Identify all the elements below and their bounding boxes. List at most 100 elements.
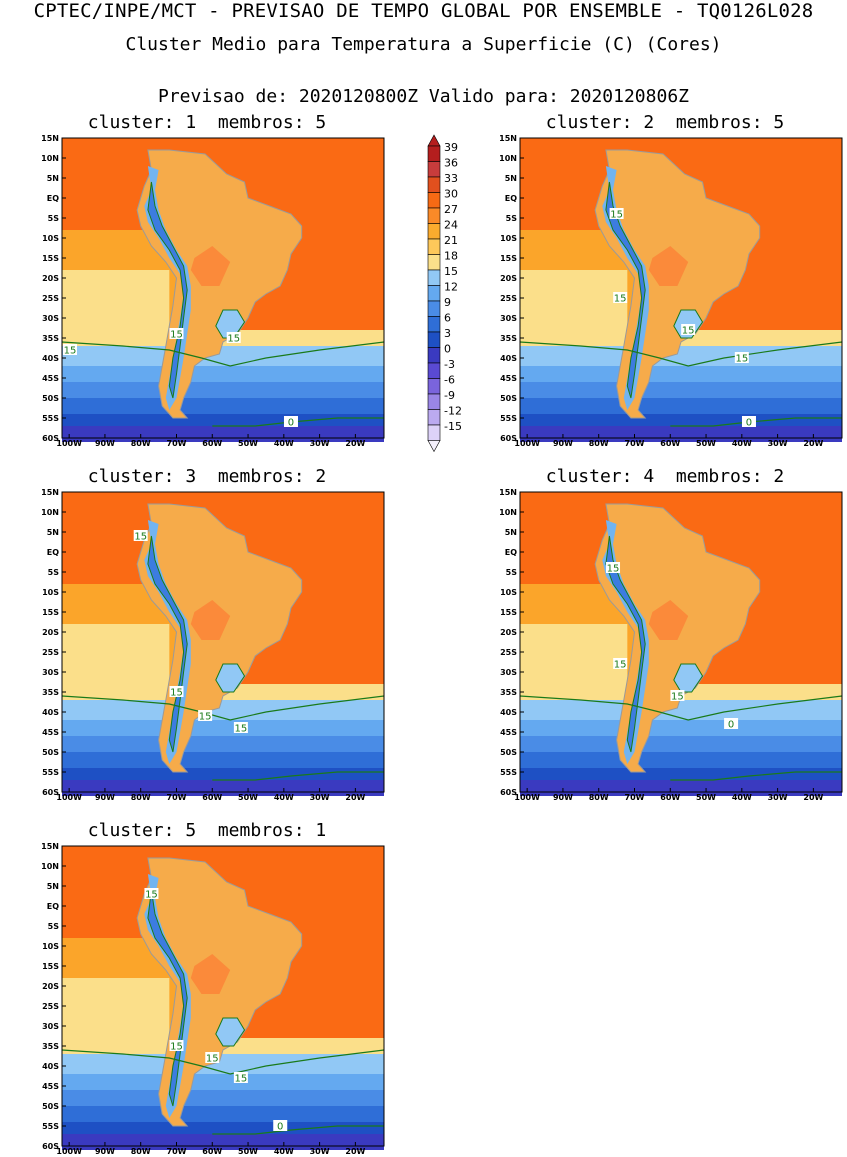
ocean-cold-band-1	[62, 1054, 384, 1074]
lon-label: 100W	[56, 439, 82, 448]
panel-title-3: cluster: 3 membros: 2	[87, 466, 327, 487]
main-title: CPTEC/INPE/MCT - PREVISAO DE TEMPO GLOBA…	[33, 0, 814, 22]
contour-label-text: 15	[199, 712, 212, 723]
colorbar-label--15: -15	[444, 420, 462, 433]
contour-label-box	[169, 1040, 184, 1051]
colorbar-swatch-12	[427, 285, 441, 302]
ocean-cold-band-3	[520, 382, 842, 398]
lat-label: 10S	[500, 234, 517, 243]
contour-label-box	[283, 416, 298, 427]
ocean-cold-band-4	[520, 398, 842, 414]
contour-label-box	[681, 324, 696, 335]
lon-label: 50W	[238, 439, 258, 448]
lat-label: 30S	[42, 1022, 59, 1031]
contour-label-text: 15	[145, 890, 158, 901]
panel-title-1: cluster: 1 membros: 5	[87, 112, 327, 133]
lat-label: 60S	[500, 788, 517, 797]
contour-label-box	[670, 690, 685, 701]
lat-label: 45S	[42, 1082, 59, 1091]
ocean-cold-band-3	[62, 1090, 384, 1106]
colorbar-swatch--9	[427, 393, 441, 410]
contour-label-box	[609, 208, 624, 219]
lat-label: 60S	[42, 1142, 59, 1151]
lon-label: 70W	[625, 793, 645, 802]
lat-label: 15N	[41, 134, 59, 143]
lat-label: EQ	[47, 194, 59, 203]
lon-label: 20W	[803, 439, 823, 448]
contour-label-box	[63, 344, 77, 355]
contour-label-text: 15	[614, 294, 627, 305]
contour-label-box	[724, 718, 739, 729]
ocean-cold-band-1	[520, 346, 842, 366]
contour-label-text: 15	[614, 660, 627, 671]
lon-label: 80W	[589, 793, 609, 802]
ocean-cold-band-1	[62, 700, 384, 720]
contour-label-text: 15	[206, 1054, 219, 1065]
colorbar-swatch-21	[427, 238, 441, 255]
colorbar-label--9: -9	[444, 389, 455, 402]
ocean-cold-band-5	[62, 414, 384, 426]
colorbar-swatch--6	[427, 378, 441, 395]
map-panel-cluster-1: 15 15 15 0 15N 10N 5N EQ 5S 10S 15S 20S 25S 30S 35S 40S…	[41, 134, 385, 448]
lat-label: 20S	[500, 628, 517, 637]
lon-label: 30W	[768, 439, 788, 448]
lat-label: 15N	[499, 488, 517, 497]
contour-label-text: 0	[728, 720, 734, 731]
lat-label: 45S	[500, 728, 517, 737]
colorbar-label-24: 24	[444, 219, 458, 232]
lat-label: 20S	[500, 274, 517, 283]
lon-label: 20W	[803, 793, 823, 802]
lat-label: 20S	[42, 274, 59, 283]
contour-label-box	[606, 562, 621, 573]
lon-label: 100W	[514, 793, 540, 802]
hot-spot-region	[648, 600, 689, 640]
contour-label-text: 15	[735, 354, 748, 365]
colorbar-swatch--12	[427, 409, 441, 426]
lon-label: 40W	[274, 439, 294, 448]
lat-label: 5S	[48, 922, 60, 931]
lat-label: 5N	[505, 528, 517, 537]
lat-label: 30S	[500, 314, 517, 323]
subtitle: Cluster Medio para Temperatura a Superfi…	[125, 34, 722, 55]
panel-title-4: cluster: 4 membros: 2	[545, 466, 785, 487]
lat-label: 30S	[42, 668, 59, 677]
lat-label: 55S	[42, 768, 59, 777]
contour-label-0-4: 0	[283, 416, 298, 429]
colorbar-label-9: 9	[444, 296, 451, 309]
andes-cold-core	[147, 535, 188, 753]
colorbar-swatch-33	[427, 176, 441, 193]
contour-label-15-4: 15	[233, 722, 248, 735]
colorbar-label-12: 12	[444, 281, 458, 294]
lat-label: 10S	[500, 588, 517, 597]
colorbar-label-33: 33	[444, 172, 458, 185]
lon-label: 30W	[310, 439, 330, 448]
lat-label: 15S	[500, 254, 517, 263]
lat-label: 5S	[48, 568, 60, 577]
lat-label: 15S	[500, 608, 517, 617]
lat-label: EQ	[47, 548, 59, 557]
lat-label: 5S	[506, 568, 518, 577]
lat-label: 15S	[42, 254, 59, 263]
contour-label-15-2: 15	[613, 292, 628, 305]
lat-label: 30S	[500, 668, 517, 677]
contour-label-text: 0	[746, 418, 752, 429]
lat-label: 10N	[499, 154, 517, 163]
lat-label: 35S	[42, 688, 59, 697]
contour-label-15-2: 15	[63, 344, 77, 357]
ocean-cold-band-4	[62, 1106, 384, 1122]
andes-cold-core	[147, 889, 188, 1107]
contour-label-text: 15	[64, 346, 77, 357]
lat-label: 25S	[42, 1002, 59, 1011]
ocean-cold-band-5	[62, 1122, 384, 1134]
lat-label: 25S	[42, 648, 59, 657]
colorbar-swatch-27	[427, 207, 441, 224]
contour-label-15-1: 15	[133, 530, 148, 543]
colorbar-label-36: 36	[444, 157, 458, 170]
lon-label: 60W	[202, 1147, 222, 1156]
colorbar-swatch-30	[427, 192, 441, 209]
contour-label-15-2: 15	[169, 1040, 184, 1053]
colorbar-label-0: 0	[444, 343, 451, 356]
ocean-cold-band-2	[62, 720, 384, 736]
lat-label: 15N	[499, 134, 517, 143]
colorbar-swatch-3	[427, 331, 441, 348]
